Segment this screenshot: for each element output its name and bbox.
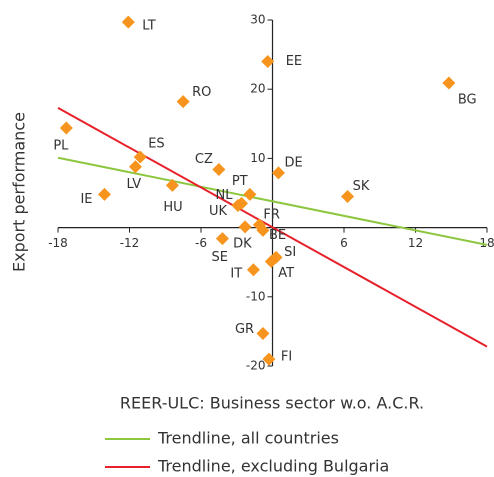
legend-label: Trendline, excluding Bulgaria [157, 457, 389, 476]
point-label: UK [209, 204, 228, 219]
data-point [264, 255, 278, 269]
point-label: BE [269, 228, 286, 243]
point-label: EE [286, 54, 302, 69]
y-tick-label: -20 [246, 359, 266, 373]
x-tick-label: 18 [479, 236, 494, 250]
point-label: RO [192, 85, 211, 100]
data-point [256, 326, 270, 340]
point-label: LV [126, 177, 141, 192]
point-label: CZ [195, 152, 213, 167]
point-label: NL [216, 188, 234, 203]
data-point [261, 55, 275, 69]
data-point [176, 95, 190, 109]
data-point [59, 121, 73, 135]
data-point [121, 15, 135, 29]
data-point [246, 263, 260, 277]
y-axis-title: Export performance [10, 112, 29, 272]
data-point [341, 189, 355, 203]
point-label: AT [278, 266, 294, 281]
x-tick-label: -6 [195, 236, 207, 250]
point-label: SE [211, 250, 227, 265]
x-tick-label: 6 [340, 236, 348, 250]
data-point [238, 220, 252, 234]
data-point [212, 162, 226, 176]
point-label: PL [53, 138, 69, 153]
point-label: SI [284, 245, 296, 260]
data-point [271, 166, 285, 180]
data-point [215, 232, 229, 246]
point-label: BG [458, 92, 477, 107]
data-point [442, 76, 456, 90]
point-label: HU [163, 200, 182, 215]
data-point [165, 178, 179, 192]
y-tick-label: -10 [246, 289, 266, 303]
point-label: DE [284, 155, 302, 170]
data-point [231, 198, 245, 212]
point-label: FI [281, 350, 292, 365]
x-tick-label: -18 [48, 236, 68, 250]
x-tick-label: 12 [408, 236, 423, 250]
trendline [57, 156, 488, 246]
data-point [262, 352, 276, 366]
y-tick-label: 30 [250, 13, 265, 27]
point-label: DK [233, 236, 252, 251]
point-label: PT [232, 174, 248, 189]
point-label: LT [142, 19, 155, 34]
y-tick-label: 20 [250, 82, 265, 96]
point-label: ES [148, 137, 164, 152]
data-point [243, 187, 257, 201]
point-label: FR [263, 207, 280, 222]
y-tick-label: 10 [250, 151, 265, 165]
point-label: IT [230, 266, 242, 281]
legend-label: Trendline, all countries [157, 429, 339, 448]
data-point [128, 160, 142, 174]
trendline [57, 107, 488, 348]
x-tick-label: -12 [120, 236, 140, 250]
point-label: GR [235, 322, 254, 337]
point-label: IE [80, 192, 92, 207]
data-point [256, 223, 270, 237]
point-label: SK [353, 179, 370, 194]
x-axis-title: REER-ULC: Business sector w.o. A.C.R. [120, 394, 424, 413]
data-point [133, 150, 147, 164]
data-point [97, 187, 111, 201]
